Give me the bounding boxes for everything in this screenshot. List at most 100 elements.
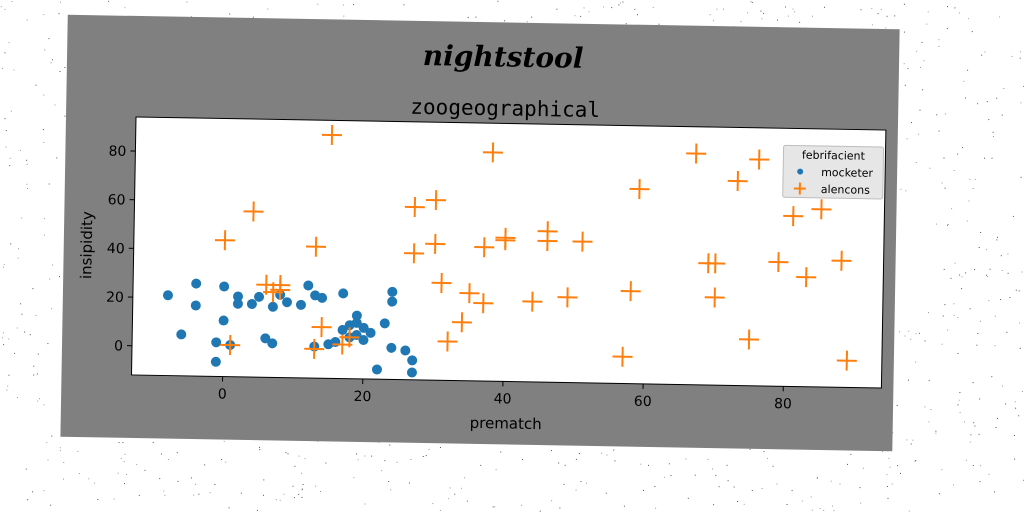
point-alencons bbox=[704, 287, 725, 308]
chart-subtitle: zoogeographical bbox=[410, 95, 600, 122]
point-alencons bbox=[437, 331, 458, 352]
point-alencons bbox=[768, 252, 789, 273]
point-alencons bbox=[739, 329, 760, 350]
chart-title: nightstool bbox=[423, 39, 584, 75]
point-mocketer bbox=[282, 297, 293, 308]
point-mocketer bbox=[246, 299, 257, 310]
y-tick-label: 0 bbox=[114, 338, 123, 354]
point-alencons bbox=[243, 201, 264, 222]
point-alencons bbox=[473, 293, 494, 314]
x-tick-label: 60 bbox=[634, 394, 652, 410]
point-alencons bbox=[482, 142, 503, 163]
point-alencons bbox=[305, 236, 327, 257]
point-alencons bbox=[831, 250, 852, 271]
point-mocketer bbox=[162, 290, 173, 301]
point-alencons bbox=[495, 230, 516, 251]
point-alencons bbox=[220, 334, 241, 356]
y-tick-label: 40 bbox=[107, 241, 125, 257]
legend-title: febrifacient bbox=[802, 149, 866, 163]
point-alencons bbox=[451, 312, 472, 333]
point-mocketer bbox=[176, 329, 187, 340]
point-alencons bbox=[270, 279, 291, 300]
x-axis-label: prematch bbox=[470, 414, 542, 433]
point-alencons bbox=[214, 230, 236, 251]
point-alencons bbox=[537, 230, 558, 252]
figure: nightstool zoogeographical 0 20 40 60 80 0 20… bbox=[60, 14, 900, 452]
x-tick-label: 20 bbox=[353, 389, 371, 405]
point-mocketer bbox=[406, 367, 417, 378]
point-alencons bbox=[836, 350, 857, 371]
point-mocketer bbox=[351, 310, 362, 321]
x-tick-label: 0 bbox=[218, 386, 227, 402]
legend-marker-mocketer bbox=[797, 168, 804, 175]
point-mocketer bbox=[387, 296, 398, 307]
point-alencons bbox=[612, 346, 633, 367]
point-mocketer bbox=[338, 288, 349, 299]
point-mocketer bbox=[211, 337, 222, 348]
y-tick-label: 60 bbox=[108, 192, 126, 208]
point-alencons bbox=[431, 272, 452, 293]
point-mocketer bbox=[232, 298, 243, 309]
point-mocketer bbox=[303, 280, 314, 291]
x-tick-label: 80 bbox=[774, 396, 792, 412]
point-alencons bbox=[311, 317, 332, 338]
point-alencons bbox=[425, 190, 447, 211]
point-alencons bbox=[686, 143, 707, 164]
x-tick-label: 40 bbox=[494, 391, 512, 407]
point-mocketer bbox=[218, 315, 229, 326]
point-alencons bbox=[629, 179, 650, 200]
legend-marker-alencons bbox=[793, 182, 806, 195]
point-alencons bbox=[783, 206, 804, 227]
point-alencons bbox=[339, 327, 360, 348]
point-mocketer bbox=[358, 322, 369, 333]
point-mocketer bbox=[371, 364, 382, 375]
point-alencons bbox=[321, 124, 343, 146]
point-mocketer bbox=[267, 338, 278, 349]
legend: febrifacient mocketer alencons bbox=[782, 144, 885, 200]
point-alencons bbox=[796, 267, 817, 288]
point-alencons bbox=[474, 237, 495, 258]
point-alencons bbox=[727, 171, 748, 192]
point-alencons bbox=[425, 233, 446, 254]
point-mocketer bbox=[387, 286, 398, 297]
point-mocketer bbox=[260, 333, 271, 344]
point-mocketer bbox=[190, 300, 201, 311]
point-alencons bbox=[404, 197, 425, 218]
point-mocketer bbox=[358, 335, 369, 346]
point-mocketer bbox=[210, 356, 221, 367]
point-alencons bbox=[304, 338, 325, 359]
point-mocketer bbox=[254, 291, 265, 302]
point-mocketer bbox=[233, 291, 244, 302]
point-alencons bbox=[572, 231, 593, 252]
y-axis-ticks: 0 20 40 60 80 bbox=[106, 144, 136, 355]
point-alencons bbox=[811, 199, 832, 220]
series-alencons bbox=[214, 124, 857, 371]
point-mocketer bbox=[407, 355, 418, 366]
point-alencons bbox=[522, 291, 543, 312]
point-alencons bbox=[557, 287, 578, 308]
data-marks bbox=[162, 124, 857, 378]
point-alencons bbox=[404, 243, 425, 264]
point-mocketer bbox=[337, 324, 348, 335]
point-mocketer bbox=[191, 278, 202, 289]
legend-label-alencons: alencons bbox=[821, 183, 871, 197]
point-mocketer bbox=[365, 327, 376, 338]
point-mocketer bbox=[317, 292, 328, 303]
point-mocketer bbox=[379, 318, 390, 329]
y-tick-label: 80 bbox=[108, 144, 126, 160]
point-mocketer bbox=[351, 317, 362, 328]
legend-label-mocketer: mocketer bbox=[821, 166, 874, 180]
point-alencons bbox=[749, 149, 770, 170]
point-mocketer bbox=[295, 299, 306, 310]
point-alencons bbox=[705, 253, 726, 274]
point-alencons bbox=[620, 281, 641, 302]
legend-box bbox=[782, 144, 885, 200]
point-alencons bbox=[459, 283, 480, 304]
point-mocketer bbox=[219, 281, 230, 292]
point-mocketer bbox=[386, 342, 397, 353]
series-mocketer bbox=[162, 278, 418, 378]
point-mocketer bbox=[267, 301, 278, 312]
y-axis-label: insipidity bbox=[77, 211, 96, 279]
point-mocketer bbox=[400, 345, 411, 356]
